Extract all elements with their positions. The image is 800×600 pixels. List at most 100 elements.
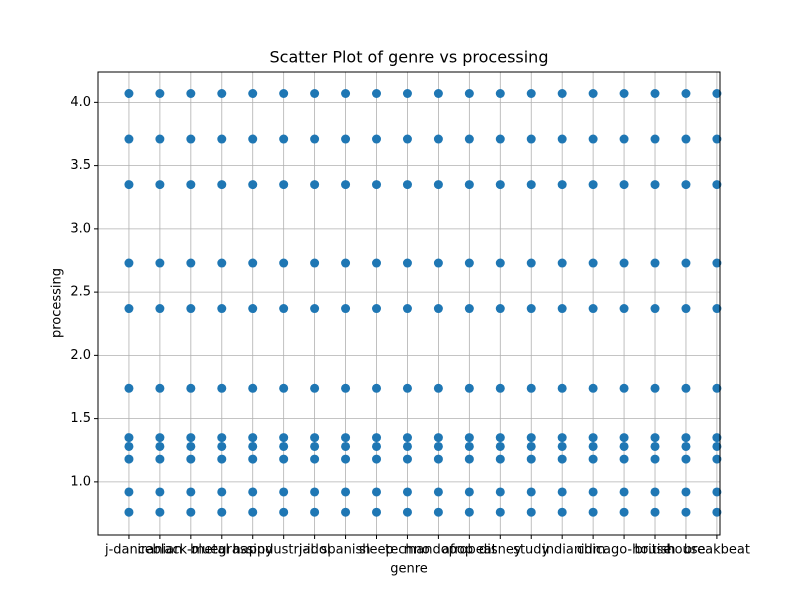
point <box>248 441 258 451</box>
point <box>619 180 629 190</box>
point <box>650 507 660 517</box>
point <box>402 433 412 443</box>
point <box>341 134 351 144</box>
point <box>155 441 165 451</box>
point <box>186 180 196 190</box>
point <box>495 441 505 451</box>
point <box>248 134 258 144</box>
point <box>341 441 351 451</box>
point <box>279 507 289 517</box>
point <box>186 134 196 144</box>
point <box>186 258 196 268</box>
point <box>650 454 660 464</box>
point <box>681 89 691 99</box>
point <box>433 180 443 190</box>
x-tick-label: disney <box>479 543 522 558</box>
point <box>402 441 412 451</box>
y-tick-label: 4.0 <box>70 95 91 110</box>
point <box>526 304 536 314</box>
point <box>402 507 412 517</box>
point <box>557 507 567 517</box>
point <box>619 487 629 497</box>
point <box>217 487 227 497</box>
point <box>372 134 382 144</box>
point <box>495 507 505 517</box>
y-axis-label: processing <box>50 268 65 338</box>
point <box>588 180 598 190</box>
point <box>279 441 289 451</box>
point <box>588 487 598 497</box>
point <box>712 258 722 268</box>
point <box>464 433 474 443</box>
point <box>650 383 660 393</box>
point <box>712 454 722 464</box>
point <box>341 258 351 268</box>
point <box>217 433 227 443</box>
point <box>526 258 536 268</box>
point <box>495 180 505 190</box>
point <box>557 258 567 268</box>
point <box>650 441 660 451</box>
point <box>402 304 412 314</box>
point <box>433 441 443 451</box>
point <box>217 454 227 464</box>
point <box>310 258 320 268</box>
point <box>588 258 598 268</box>
point <box>557 134 567 144</box>
point <box>372 507 382 517</box>
point <box>619 433 629 443</box>
point <box>279 89 289 99</box>
x-tick-label: breakbeat <box>684 543 750 558</box>
point <box>619 454 629 464</box>
point <box>217 441 227 451</box>
point <box>619 507 629 517</box>
point <box>433 258 443 268</box>
point <box>124 507 134 517</box>
point <box>310 454 320 464</box>
point <box>155 134 165 144</box>
x-tick-label: happy <box>233 543 274 558</box>
point <box>248 454 258 464</box>
point <box>557 487 567 497</box>
point <box>341 180 351 190</box>
point <box>372 441 382 451</box>
point <box>186 304 196 314</box>
point <box>155 383 165 393</box>
point <box>588 134 598 144</box>
point <box>588 507 598 517</box>
point <box>372 487 382 497</box>
y-tick-label: 2.0 <box>70 348 91 363</box>
point <box>402 383 412 393</box>
point <box>310 433 320 443</box>
point <box>464 507 474 517</box>
x-tick-label: house <box>666 543 705 558</box>
point <box>433 507 443 517</box>
point <box>681 487 691 497</box>
point <box>186 507 196 517</box>
point <box>402 454 412 464</box>
point <box>217 258 227 268</box>
point <box>155 487 165 497</box>
point <box>557 433 567 443</box>
point <box>217 89 227 99</box>
point <box>526 89 536 99</box>
point <box>588 454 598 464</box>
point <box>464 304 474 314</box>
point <box>341 507 351 517</box>
point <box>279 304 289 314</box>
point <box>464 383 474 393</box>
point <box>681 180 691 190</box>
point <box>712 304 722 314</box>
point <box>372 454 382 464</box>
point <box>557 441 567 451</box>
point <box>433 383 443 393</box>
point <box>186 454 196 464</box>
point <box>526 454 536 464</box>
x-tick-label: spanish <box>321 543 371 558</box>
x-tick-label: indian <box>542 543 582 558</box>
x-tick-label: british <box>635 543 676 558</box>
point <box>248 258 258 268</box>
point <box>681 433 691 443</box>
point <box>464 89 474 99</box>
